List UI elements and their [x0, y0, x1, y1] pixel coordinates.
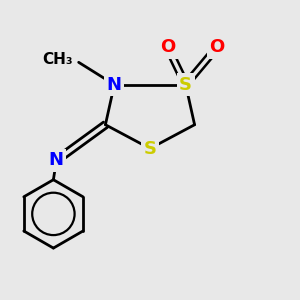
Text: O: O [160, 38, 176, 56]
Text: O: O [209, 38, 224, 56]
Text: CH₃: CH₃ [42, 52, 73, 67]
Text: S: S [143, 140, 157, 158]
Text: N: N [107, 76, 122, 94]
Text: S: S [179, 76, 192, 94]
Text: N: N [49, 152, 64, 169]
